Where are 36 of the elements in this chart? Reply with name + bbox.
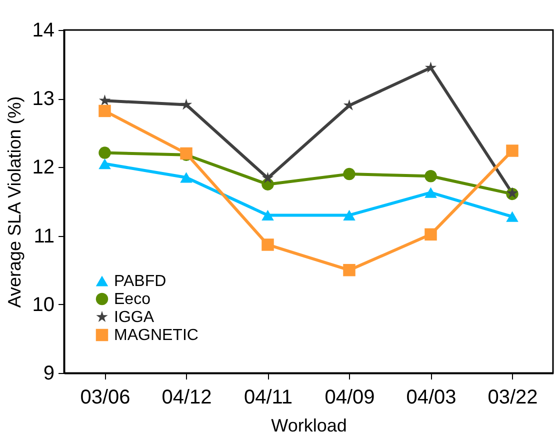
x-tick-label: 04/09 bbox=[324, 386, 375, 408]
y-tick-label: 11 bbox=[34, 225, 54, 248]
point bbox=[98, 158, 111, 170]
x-tick-label: 04/11 bbox=[244, 386, 293, 408]
y-axis-title: Average SLA Violation (%) bbox=[4, 96, 24, 308]
legend-label: Eeco bbox=[114, 291, 151, 308]
x-tick-label: 03/06 bbox=[80, 386, 130, 408]
point bbox=[343, 264, 356, 276]
point bbox=[343, 168, 356, 180]
point bbox=[98, 104, 111, 118]
point bbox=[98, 146, 111, 159]
point bbox=[180, 98, 192, 110]
y-tick-label: 13 bbox=[32, 88, 54, 110]
point bbox=[262, 172, 274, 184]
point bbox=[424, 62, 437, 73]
legend-label: IGGA bbox=[114, 309, 154, 326]
point bbox=[506, 144, 518, 157]
point bbox=[424, 170, 437, 182]
point bbox=[424, 187, 437, 198]
y-tick-label: 9 bbox=[43, 362, 54, 384]
y-tick-label: 10 bbox=[32, 294, 54, 316]
x-tick-label: 04/12 bbox=[162, 386, 212, 408]
point bbox=[262, 210, 274, 221]
point bbox=[424, 228, 437, 241]
legend-label: MAGNETIC bbox=[114, 327, 198, 344]
point bbox=[180, 172, 192, 183]
x-tick-label: 03/22 bbox=[488, 386, 538, 408]
legend-label: PABFD bbox=[114, 273, 166, 290]
x-axis-title: Workload bbox=[271, 416, 347, 436]
point bbox=[98, 94, 111, 106]
point bbox=[506, 211, 518, 222]
y-tick-label: 12 bbox=[32, 156, 54, 179]
point bbox=[262, 238, 274, 251]
y-tick-label: 14 bbox=[32, 20, 54, 42]
point bbox=[343, 210, 356, 221]
x-tick-label: 04/03 bbox=[406, 386, 456, 408]
